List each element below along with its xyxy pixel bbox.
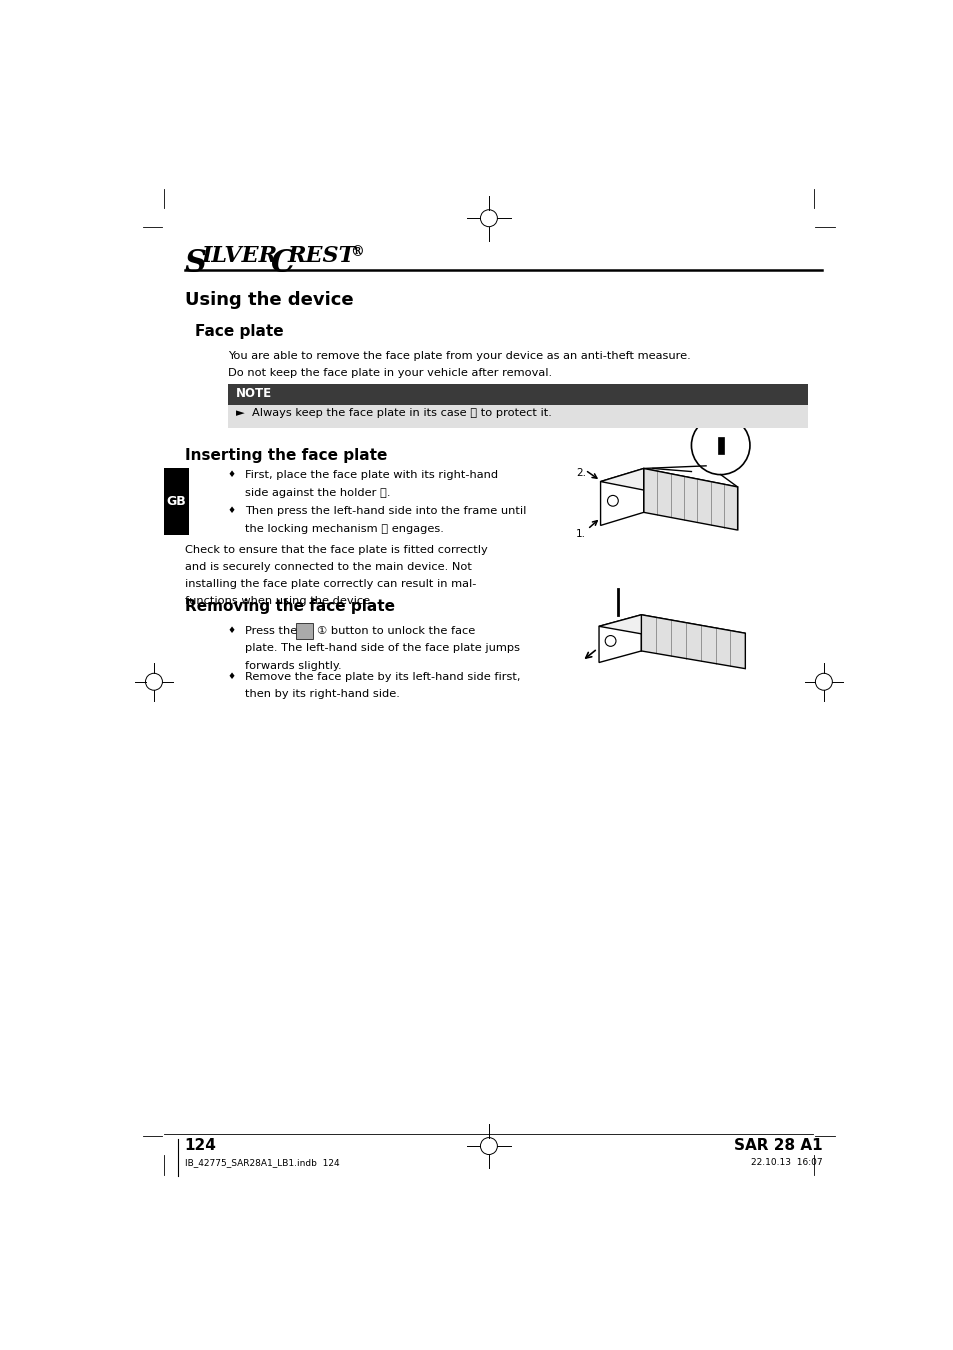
Text: Remove the face plate by its left-hand side first,: Remove the face plate by its left-hand s… (245, 672, 519, 682)
Text: ►  Always keep the face plate in its case ⓜ to protect it.: ► Always keep the face plate in its case… (235, 409, 551, 418)
FancyBboxPatch shape (164, 468, 190, 536)
Text: the locking mechanism ⓘ engages.: the locking mechanism ⓘ engages. (245, 524, 443, 533)
Text: Using the device: Using the device (185, 292, 353, 309)
Text: ♦: ♦ (228, 672, 235, 680)
Polygon shape (598, 614, 744, 645)
Text: ♦: ♦ (228, 470, 235, 479)
FancyBboxPatch shape (228, 383, 807, 405)
Text: 22.10.13  16:07: 22.10.13 16:07 (750, 1158, 821, 1168)
Polygon shape (600, 468, 737, 500)
Text: NOTE: NOTE (235, 387, 272, 400)
Text: then by its right-hand side.: then by its right-hand side. (245, 690, 399, 699)
Text: Press the: Press the (245, 625, 300, 636)
Text: forwards slightly.: forwards slightly. (245, 662, 341, 671)
Polygon shape (598, 614, 640, 663)
Polygon shape (640, 614, 744, 668)
Text: Removing the face plate: Removing the face plate (185, 599, 395, 614)
FancyBboxPatch shape (296, 624, 313, 639)
Text: REST: REST (288, 246, 355, 267)
Text: 2.: 2. (576, 468, 585, 478)
Text: S: S (185, 248, 207, 279)
Text: GB: GB (167, 495, 187, 509)
Text: ♦: ♦ (228, 625, 235, 634)
Text: C: C (271, 248, 295, 279)
Text: First, place the face plate with its right-hand: First, place the face plate with its rig… (245, 470, 497, 481)
Text: plate. The left-hand side of the face plate jumps: plate. The left-hand side of the face pl… (245, 643, 519, 653)
Text: SAR 28 A1: SAR 28 A1 (733, 1138, 821, 1153)
Text: Inserting the face plate: Inserting the face plate (185, 448, 387, 463)
Text: and is securely connected to the main device. Not: and is securely connected to the main de… (185, 563, 471, 572)
Text: You are able to remove the face plate from your device as an anti-theft measure.: You are able to remove the face plate fr… (228, 351, 690, 360)
Polygon shape (600, 468, 643, 525)
Text: Face plate: Face plate (194, 324, 283, 339)
Text: ♦: ♦ (228, 506, 235, 516)
Text: installing the face plate correctly can result in mal-: installing the face plate correctly can … (185, 579, 476, 590)
FancyBboxPatch shape (717, 437, 723, 454)
Text: 1.: 1. (576, 529, 585, 539)
Text: ① button to unlock the face: ① button to unlock the face (317, 625, 475, 636)
Text: Check to ensure that the face plate is fitted correctly: Check to ensure that the face plate is f… (185, 545, 487, 555)
Text: ILVER: ILVER (201, 246, 277, 267)
Text: side against the holder ⓔ.: side against the holder ⓔ. (245, 487, 390, 498)
Polygon shape (643, 468, 737, 531)
Text: Then press the left-hand side into the frame until: Then press the left-hand side into the f… (245, 506, 526, 516)
Text: ®: ® (350, 246, 364, 259)
FancyBboxPatch shape (228, 405, 807, 428)
Text: functions when using the device.: functions when using the device. (185, 597, 374, 606)
Text: 124: 124 (185, 1138, 216, 1153)
Text: Do not keep the face plate in your vehicle after removal.: Do not keep the face plate in your vehic… (228, 367, 552, 378)
Text: IB_42775_SAR28A1_LB1.indb  124: IB_42775_SAR28A1_LB1.indb 124 (185, 1158, 339, 1168)
